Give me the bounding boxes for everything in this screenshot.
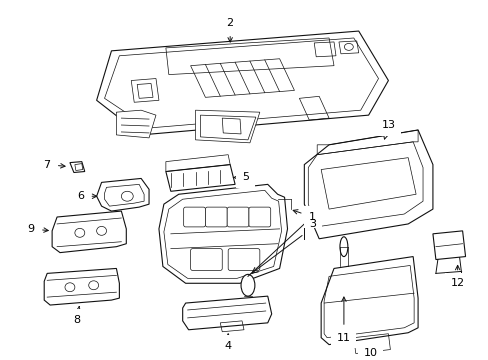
- Polygon shape: [44, 269, 119, 305]
- Polygon shape: [321, 158, 415, 209]
- Ellipse shape: [75, 228, 84, 237]
- FancyBboxPatch shape: [205, 207, 227, 227]
- Text: 11: 11: [336, 297, 350, 343]
- Polygon shape: [304, 130, 432, 239]
- Ellipse shape: [121, 191, 133, 201]
- Ellipse shape: [65, 283, 75, 292]
- Polygon shape: [165, 165, 235, 191]
- Text: 5: 5: [233, 172, 248, 183]
- Text: 12: 12: [449, 265, 464, 288]
- Ellipse shape: [241, 274, 254, 296]
- Text: 8: 8: [73, 306, 81, 325]
- Polygon shape: [70, 162, 84, 172]
- Text: 1: 1: [293, 210, 316, 222]
- FancyBboxPatch shape: [190, 249, 222, 270]
- FancyBboxPatch shape: [228, 249, 259, 270]
- Polygon shape: [116, 110, 156, 138]
- Polygon shape: [159, 184, 287, 283]
- Text: 2: 2: [226, 18, 233, 42]
- Text: 3: 3: [308, 219, 316, 229]
- Text: 13: 13: [381, 120, 395, 139]
- Text: 10: 10: [363, 346, 377, 357]
- FancyBboxPatch shape: [248, 207, 270, 227]
- Ellipse shape: [97, 226, 106, 235]
- Ellipse shape: [88, 281, 99, 290]
- Text: 9: 9: [27, 224, 48, 234]
- Text: 6: 6: [77, 191, 97, 201]
- Polygon shape: [195, 110, 259, 143]
- Polygon shape: [321, 257, 417, 345]
- FancyBboxPatch shape: [183, 207, 205, 227]
- Ellipse shape: [339, 237, 347, 257]
- Polygon shape: [97, 179, 149, 211]
- Polygon shape: [52, 211, 126, 253]
- Polygon shape: [183, 296, 271, 330]
- Text: 7: 7: [43, 159, 65, 170]
- Text: 4: 4: [224, 334, 231, 351]
- Ellipse shape: [344, 44, 352, 50]
- Polygon shape: [97, 31, 387, 135]
- FancyBboxPatch shape: [227, 207, 248, 227]
- Polygon shape: [432, 231, 465, 260]
